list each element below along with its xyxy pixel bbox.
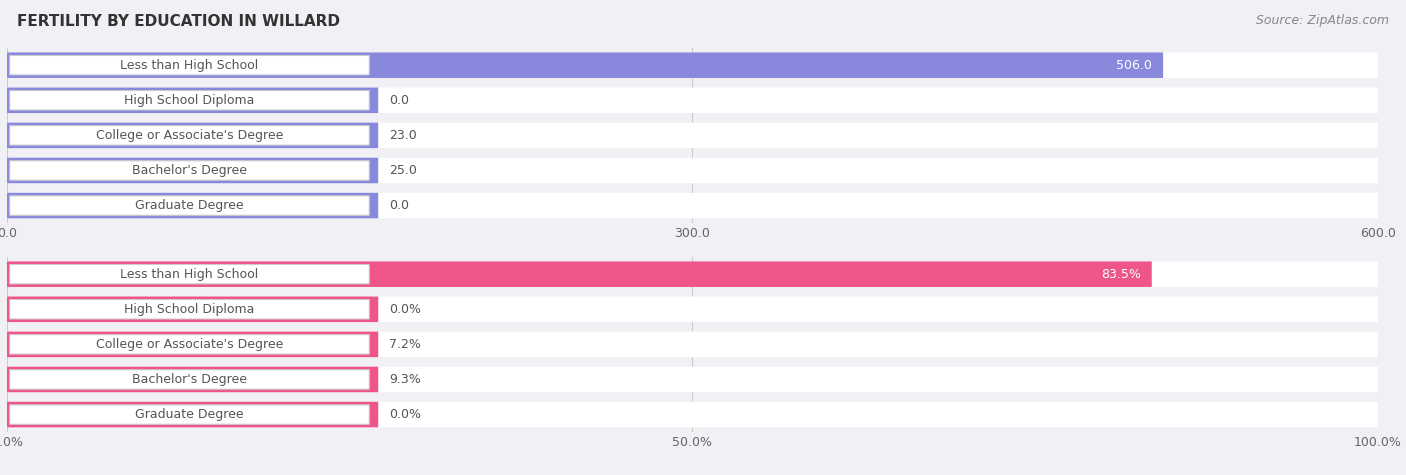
FancyBboxPatch shape [7,123,378,148]
Text: Graduate Degree: Graduate Degree [135,199,243,212]
FancyBboxPatch shape [10,161,370,180]
Text: 0.0%: 0.0% [389,303,422,316]
Text: College or Associate's Degree: College or Associate's Degree [96,129,283,142]
FancyBboxPatch shape [7,402,1378,428]
FancyBboxPatch shape [7,402,378,428]
Text: 83.5%: 83.5% [1101,268,1140,281]
Text: 9.3%: 9.3% [389,373,420,386]
FancyBboxPatch shape [10,405,370,424]
FancyBboxPatch shape [7,332,378,357]
FancyBboxPatch shape [7,123,1378,148]
Text: College or Associate's Degree: College or Associate's Degree [96,338,283,351]
FancyBboxPatch shape [10,265,370,284]
Text: 0.0%: 0.0% [389,408,422,421]
Text: 0.0: 0.0 [389,199,409,212]
FancyBboxPatch shape [7,52,1378,78]
Text: 506.0: 506.0 [1116,59,1152,72]
Text: Less than High School: Less than High School [121,59,259,72]
Text: 23.0: 23.0 [389,129,418,142]
FancyBboxPatch shape [7,367,1378,392]
FancyBboxPatch shape [10,56,370,75]
Text: Bachelor's Degree: Bachelor's Degree [132,164,247,177]
FancyBboxPatch shape [7,52,1163,78]
FancyBboxPatch shape [10,370,370,389]
FancyBboxPatch shape [10,91,370,110]
Text: 25.0: 25.0 [389,164,418,177]
FancyBboxPatch shape [7,332,1378,357]
FancyBboxPatch shape [7,193,378,219]
FancyBboxPatch shape [7,367,378,392]
FancyBboxPatch shape [7,193,1378,219]
Text: Bachelor's Degree: Bachelor's Degree [132,373,247,386]
FancyBboxPatch shape [10,300,370,319]
FancyBboxPatch shape [10,335,370,354]
Text: High School Diploma: High School Diploma [124,94,254,107]
FancyBboxPatch shape [7,296,378,322]
FancyBboxPatch shape [10,126,370,145]
FancyBboxPatch shape [7,87,378,113]
Text: High School Diploma: High School Diploma [124,303,254,316]
FancyBboxPatch shape [10,196,370,215]
FancyBboxPatch shape [7,296,1378,322]
Text: FERTILITY BY EDUCATION IN WILLARD: FERTILITY BY EDUCATION IN WILLARD [17,14,340,29]
Text: 0.0: 0.0 [389,94,409,107]
Text: Source: ZipAtlas.com: Source: ZipAtlas.com [1256,14,1389,27]
FancyBboxPatch shape [7,261,1378,287]
Text: Less than High School: Less than High School [121,268,259,281]
FancyBboxPatch shape [7,158,1378,183]
FancyBboxPatch shape [7,261,1152,287]
Text: 7.2%: 7.2% [389,338,420,351]
Text: Graduate Degree: Graduate Degree [135,408,243,421]
FancyBboxPatch shape [7,158,378,183]
FancyBboxPatch shape [7,87,1378,113]
